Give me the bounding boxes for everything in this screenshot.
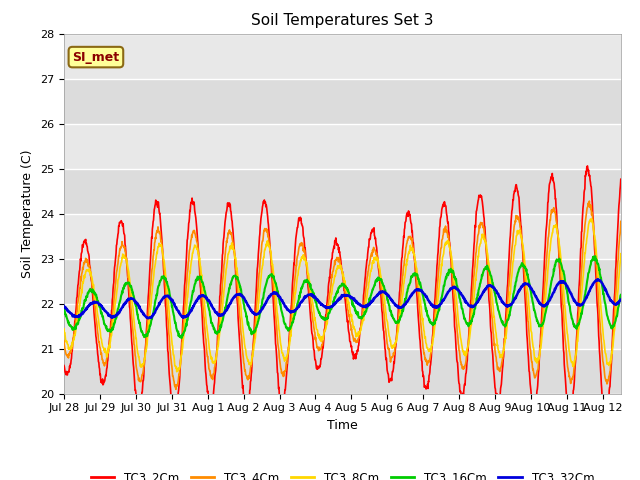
TC3_32Cm bbox=[482, 286, 490, 292]
TC3_4Cm bbox=[482, 239, 490, 244]
TC3_4Cm bbox=[543, 246, 551, 252]
Y-axis label: Soil Temperature (C): Soil Temperature (C) bbox=[22, 149, 35, 278]
TC3_2Cm bbox=[271, 331, 279, 337]
Line: TC3_32Cm: TC3_32Cm bbox=[64, 279, 621, 318]
TC3_16Cm bbox=[617, 292, 625, 298]
Text: SI_met: SI_met bbox=[72, 50, 120, 63]
TC3_2Cm bbox=[617, 176, 625, 182]
TC3_4Cm bbox=[221, 253, 229, 259]
X-axis label: Time: Time bbox=[327, 419, 358, 432]
TC3_8Cm bbox=[272, 291, 280, 297]
Bar bbox=[64, 348, 621, 394]
TC3_32Cm bbox=[144, 315, 152, 321]
TC3_2Cm bbox=[221, 224, 228, 230]
TC3_32Cm bbox=[171, 303, 179, 309]
TC3_16Cm bbox=[482, 264, 490, 270]
TC3_32Cm bbox=[272, 289, 280, 295]
Line: TC3_4Cm: TC3_4Cm bbox=[64, 201, 621, 389]
Bar bbox=[64, 214, 621, 259]
TC3_8Cm bbox=[221, 278, 229, 284]
TC3_16Cm bbox=[171, 317, 179, 323]
Bar bbox=[64, 259, 621, 304]
Bar bbox=[64, 79, 621, 124]
TC3_8Cm bbox=[160, 257, 168, 263]
TC3_4Cm bbox=[617, 218, 625, 224]
TC3_8Cm bbox=[171, 358, 179, 364]
TC3_32Cm bbox=[594, 276, 602, 282]
Line: TC3_16Cm: TC3_16Cm bbox=[64, 256, 621, 338]
TC3_4Cm bbox=[171, 382, 179, 388]
TC3_2Cm bbox=[171, 415, 179, 421]
Bar bbox=[64, 168, 621, 214]
Bar bbox=[64, 34, 621, 79]
TC3_2Cm bbox=[60, 363, 68, 369]
TC3_16Cm bbox=[272, 280, 280, 286]
TC3_4Cm bbox=[272, 311, 280, 316]
Bar bbox=[64, 304, 621, 348]
TC3_8Cm bbox=[60, 326, 68, 332]
Bar bbox=[64, 124, 621, 168]
TC3_16Cm bbox=[543, 301, 551, 307]
Line: TC3_2Cm: TC3_2Cm bbox=[64, 166, 621, 420]
TC3_16Cm bbox=[178, 335, 186, 341]
TC3_2Cm bbox=[160, 270, 168, 276]
Legend: TC3_2Cm, TC3_4Cm, TC3_8Cm, TC3_16Cm, TC3_32Cm: TC3_2Cm, TC3_4Cm, TC3_8Cm, TC3_16Cm, TC3… bbox=[86, 466, 599, 480]
TC3_32Cm bbox=[543, 300, 551, 306]
TC3_4Cm bbox=[160, 267, 168, 273]
Line: TC3_8Cm: TC3_8Cm bbox=[64, 219, 621, 372]
TC3_16Cm bbox=[160, 275, 168, 281]
TC3_32Cm bbox=[60, 303, 68, 309]
TC3_4Cm bbox=[586, 198, 593, 204]
TC3_8Cm bbox=[588, 216, 595, 222]
TC3_2Cm bbox=[602, 417, 609, 422]
TC3_32Cm bbox=[617, 297, 625, 302]
TC3_4Cm bbox=[172, 386, 180, 392]
TC3_16Cm bbox=[221, 306, 229, 312]
TC3_2Cm bbox=[543, 216, 551, 221]
TC3_4Cm bbox=[60, 338, 68, 344]
TC3_8Cm bbox=[482, 240, 490, 246]
TC3_8Cm bbox=[617, 251, 625, 257]
TC3_8Cm bbox=[173, 369, 180, 374]
TC3_32Cm bbox=[161, 294, 168, 300]
TC3_32Cm bbox=[221, 309, 229, 314]
TC3_16Cm bbox=[60, 304, 68, 310]
Title: Soil Temperatures Set 3: Soil Temperatures Set 3 bbox=[251, 13, 434, 28]
TC3_8Cm bbox=[543, 275, 551, 280]
TC3_16Cm bbox=[591, 253, 599, 259]
TC3_2Cm bbox=[584, 163, 591, 169]
TC3_2Cm bbox=[481, 231, 489, 237]
